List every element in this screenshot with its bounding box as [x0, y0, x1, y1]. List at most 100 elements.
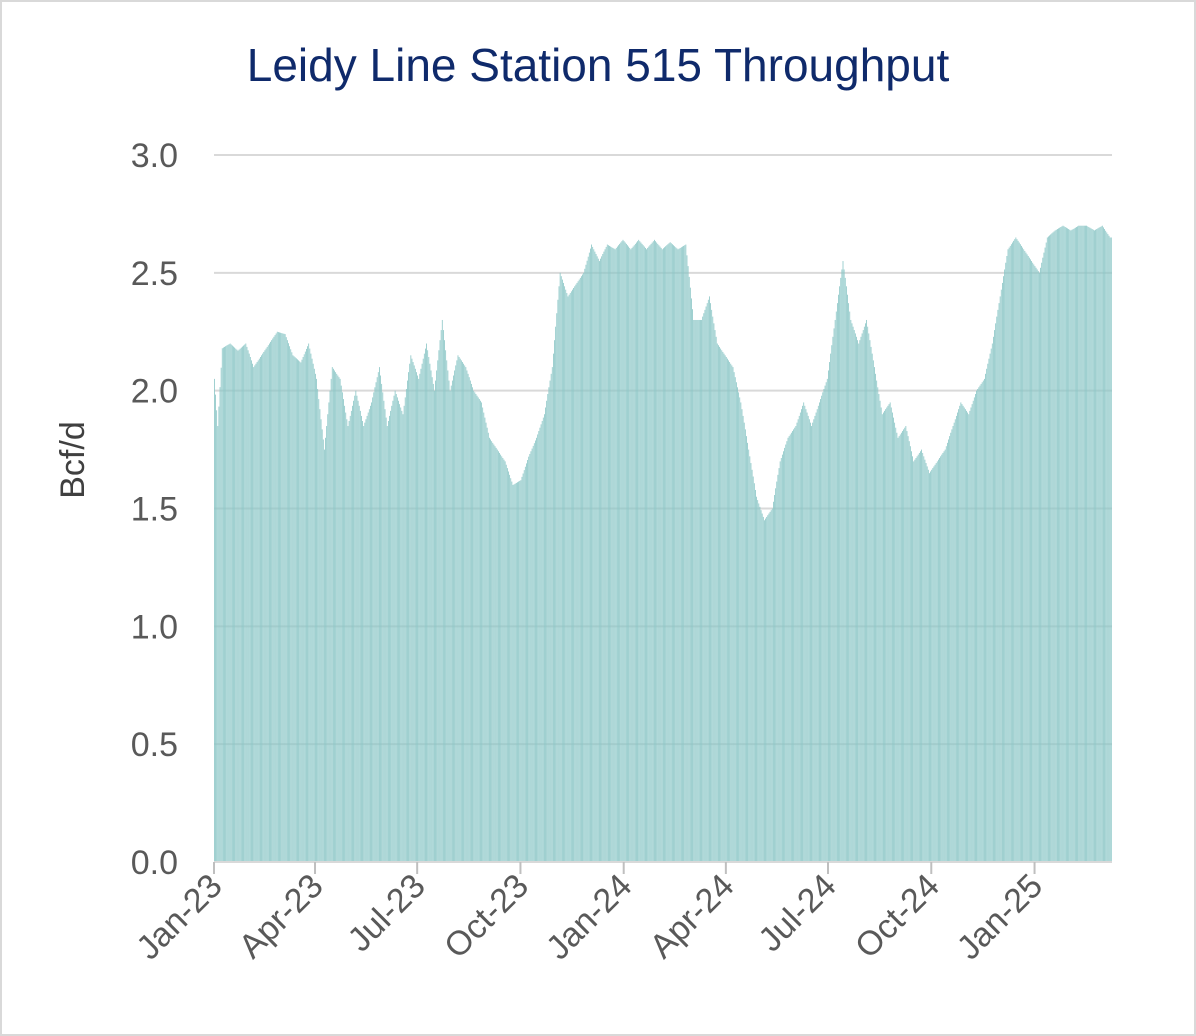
bar: [341, 392, 343, 862]
bar: [958, 409, 960, 862]
bar: [838, 294, 839, 863]
bar: [485, 422, 487, 862]
bar: [940, 456, 942, 862]
bar: [664, 247, 665, 862]
bar: [900, 432, 902, 862]
bar: [748, 449, 750, 862]
bar: [796, 422, 798, 862]
bar: [1051, 233, 1053, 862]
bar: [283, 333, 285, 862]
bar: [1090, 228, 1092, 862]
bar: [583, 272, 585, 863]
bar: [886, 407, 888, 862]
bar: [438, 350, 440, 862]
bar: [968, 414, 970, 862]
bar: [697, 319, 699, 863]
bar: [679, 247, 681, 863]
bar: [828, 370, 829, 862]
bar: [478, 399, 480, 862]
bar: [1103, 227, 1104, 862]
bar: [423, 353, 425, 862]
bar: [939, 458, 940, 862]
bar: [291, 352, 293, 862]
bar: [1057, 229, 1058, 862]
bar: [744, 429, 746, 862]
bar: [603, 251, 605, 862]
bar: [656, 242, 658, 862]
bar: [536, 437, 537, 862]
bar: [475, 394, 477, 862]
bar: [807, 415, 809, 862]
bar: [798, 415, 800, 862]
bar: [844, 277, 846, 862]
bar: [537, 434, 539, 862]
bar: [1092, 229, 1094, 863]
bar: [373, 392, 375, 862]
bar: [595, 253, 597, 863]
bar: [881, 414, 883, 862]
bar: [449, 390, 451, 862]
bar: [813, 419, 815, 862]
bar: [868, 333, 870, 862]
bar: [820, 399, 821, 862]
bar: [320, 419, 322, 862]
x-tick-label: Jan-24: [539, 867, 639, 967]
bar: [666, 245, 668, 863]
bar: [565, 289, 567, 862]
bar: [1069, 229, 1071, 863]
bar: [720, 348, 722, 863]
bar: [251, 360, 252, 862]
bar: [987, 363, 989, 862]
bar: [601, 256, 603, 863]
bar: [578, 279, 580, 862]
bar: [836, 303, 838, 862]
bar: [457, 355, 459, 862]
bar: [242, 346, 243, 862]
bar: [714, 330, 716, 862]
bar: [805, 409, 807, 862]
y-tick-label: 1.5: [131, 491, 178, 529]
bar: [262, 353, 264, 862]
bar: [1030, 259, 1031, 862]
bar: [815, 412, 817, 862]
bar: [555, 326, 557, 862]
bar: [592, 246, 594, 862]
bar: [387, 420, 389, 862]
bar: [361, 415, 362, 862]
bar: [746, 436, 747, 862]
bar: [353, 400, 354, 862]
bar: [1099, 227, 1101, 863]
bar: [526, 463, 527, 862]
bar: [694, 319, 696, 863]
bar: [621, 241, 623, 862]
bar: [696, 319, 698, 863]
bar: [587, 256, 589, 862]
bar: [354, 395, 356, 862]
bar: [740, 402, 742, 862]
bar: [789, 434, 791, 862]
bar: [405, 388, 407, 862]
bar: [978, 387, 980, 862]
bar: [952, 426, 954, 862]
bar: [1067, 228, 1068, 862]
bar: [832, 336, 834, 862]
bar: [676, 248, 678, 862]
bar: [608, 245, 609, 863]
bar: [997, 309, 999, 862]
bar: [524, 466, 526, 862]
bar: [349, 415, 351, 862]
bar: [570, 291, 572, 863]
bar: [404, 397, 406, 862]
bar: [511, 481, 513, 862]
bar: [903, 429, 905, 862]
bar: [545, 407, 546, 862]
bar: [310, 353, 312, 862]
bar: [257, 360, 259, 862]
bar: [519, 480, 521, 862]
bar: [758, 503, 760, 862]
bar: [515, 482, 517, 862]
bar: [370, 405, 371, 862]
bar: [538, 431, 540, 862]
bar: [472, 387, 473, 862]
